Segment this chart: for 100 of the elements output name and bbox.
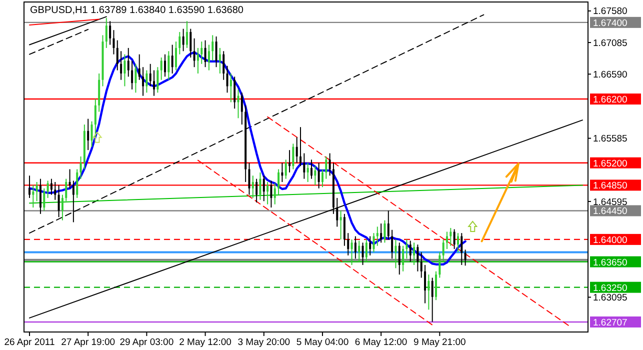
candlestick	[431, 277, 434, 322]
candlestick	[43, 188, 46, 212]
candlestick	[105, 17, 108, 48]
candlestick	[369, 236, 372, 256]
candlestick	[156, 66, 159, 94]
candlestick	[90, 120, 93, 148]
ref-line-label: 1.62707	[593, 317, 628, 328]
candlestick	[464, 249, 466, 266]
candlestick	[142, 66, 144, 96]
candlestick	[200, 41, 203, 64]
candlestick	[354, 236, 356, 260]
candlestick	[406, 238, 408, 260]
candlestick	[394, 238, 397, 269]
candlestick	[196, 47, 199, 74]
candlestick	[212, 34, 214, 62]
candlestick	[32, 184, 34, 208]
x-tick-label: 27 Apr 19:00	[61, 337, 116, 348]
candlestick	[182, 28, 184, 52]
x-tick-label: 6 May 12:00	[354, 337, 408, 348]
chart-title: GBPUSD,H1 1.63789 1.63840 1.63590 1.63680	[30, 5, 244, 16]
candlestick	[318, 162, 320, 189]
ref-line-label: 1.64850	[593, 180, 628, 192]
candlestick	[314, 166, 316, 186]
candlestick	[450, 227, 452, 246]
candlestick	[87, 118, 90, 151]
candlestick	[438, 252, 441, 278]
candlestick	[288, 150, 291, 173]
candlestick	[28, 175, 30, 198]
candlestick	[310, 159, 312, 180]
x-tick-label: 3 May 20:00	[238, 337, 290, 348]
candlestick	[61, 194, 64, 221]
candlestick	[208, 44, 210, 71]
candlestick	[262, 175, 265, 202]
candlestick	[234, 76, 236, 110]
candlestick	[343, 213, 346, 246]
candlestick	[164, 54, 166, 78]
candlestick	[134, 63, 137, 94]
candlestick	[409, 240, 412, 262]
candlestick	[442, 238, 444, 262]
candlestick	[39, 178, 42, 214]
candlestick	[112, 30, 115, 55]
candlestick	[160, 57, 162, 80]
candlestick	[68, 168, 71, 189]
candlestick	[347, 232, 350, 256]
candlestick	[460, 232, 463, 266]
candlestick	[46, 180, 49, 198]
candlestick	[446, 231, 448, 250]
candlestick	[274, 182, 276, 205]
candlestick	[138, 54, 140, 80]
candlestick	[424, 264, 426, 304]
candlestick	[204, 40, 206, 68]
x-tick-label: 9 May 21:00	[414, 337, 466, 348]
candlestick	[116, 40, 118, 71]
candlestick	[350, 238, 353, 266]
candlestick	[65, 178, 68, 202]
candlestick	[372, 232, 375, 253]
candlestick	[174, 41, 177, 71]
candlestick	[270, 180, 272, 208]
candlestick	[131, 60, 134, 90]
candlestick	[413, 242, 416, 266]
candlestick	[362, 242, 364, 266]
candlestick	[402, 245, 404, 272]
y-tick-label: 1.66590	[593, 69, 628, 80]
candlestick	[226, 65, 228, 94]
candlestick	[453, 228, 456, 250]
candlestick	[256, 178, 258, 203]
candlestick	[109, 20, 112, 46]
candlestick	[416, 244, 419, 272]
candlestick	[365, 238, 368, 262]
candlestick	[124, 54, 126, 87]
y-tick-label: 1.65585	[593, 134, 628, 145]
candlestick	[94, 98, 96, 138]
candlestick	[420, 252, 422, 278]
candlestick	[303, 152, 306, 180]
candlestick	[376, 226, 378, 246]
candlestick	[190, 28, 192, 58]
candlestick	[171, 44, 174, 74]
candlestick	[391, 229, 394, 260]
x-tick-label: 26 Apr 2011	[4, 337, 55, 348]
candlestick	[266, 182, 269, 205]
ref-line-label: 1.67400	[593, 18, 628, 29]
ref-line-label: 1.65200	[593, 158, 628, 170]
candlestick	[321, 168, 324, 188]
candlestick	[435, 270, 438, 301]
candlestick	[230, 72, 232, 103]
ref-line-label: 1.63250	[593, 282, 628, 294]
x-tick-label: 2 May 12:00	[179, 337, 232, 348]
candlestick	[237, 88, 240, 119]
candlestick	[328, 152, 331, 176]
candlestick	[296, 136, 298, 164]
candlestick	[336, 197, 338, 228]
candlestick	[149, 63, 152, 87]
candlestick	[54, 182, 56, 200]
candlestick	[358, 240, 360, 262]
candlestick	[292, 143, 294, 170]
candlestick	[259, 172, 262, 200]
candlestick	[215, 36, 218, 68]
candlestick	[168, 50, 170, 80]
candlestick	[387, 210, 390, 240]
candlestick	[120, 50, 122, 80]
